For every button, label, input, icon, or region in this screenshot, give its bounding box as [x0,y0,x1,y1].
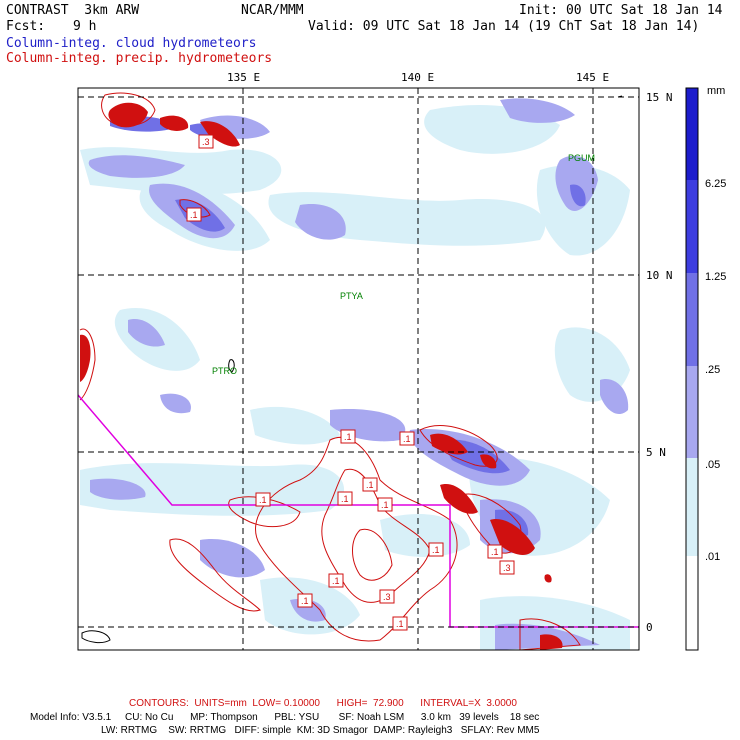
svg-text:.1: .1 [344,432,352,442]
model-info-line-1: Model Info: V3.5.1 CU: No Cu MP: Thompso… [30,712,540,723]
precip-field-title: Column-integ. precip. hydrometeors [6,51,273,66]
station-labels: PGUM PTYA PTRO [212,153,595,376]
svg-text:.1: .1 [301,596,309,606]
lat-label-5n: 5 N [646,446,666,459]
lon-label-135: 135 E [227,71,260,84]
svg-text:.1: .1 [403,434,411,444]
station-pgum: PGUM [568,153,595,163]
lon-label-145: 145 E [576,71,609,84]
longitude-labels: 135 E 140 E 145 E [227,71,609,84]
forecast-label: Fcst: [6,19,46,34]
latitude-labels: 15 N 10 N 5 N 0 [646,91,673,634]
svg-text:.1: .1 [366,480,374,490]
init-time: Init: 00 UTC Sat 18 Jan 14 [519,3,723,18]
graticule [78,88,639,650]
contour-label: .3 [379,589,395,604]
lat-label-0: 0 [646,621,653,634]
color-bar-unit: mm [707,85,725,97]
contour-label: .1 [340,429,356,444]
contour-info: CONTOURS: UNITS=mm LOW= 0.10000 HIGH= 72… [129,698,517,709]
station-ptya: PTYA [340,291,363,301]
contour-label: .1 [297,593,313,608]
svg-text:.1: .1 [190,210,198,220]
contour-label-boxes: .3 .1 .1 .1 .1 .1 .1 .1 .1 .3 .1 .3 .1 .… [186,134,515,631]
legend-level: 1.25 [705,271,726,283]
cloud-field-title: Column-integ. cloud hydrometeors [6,36,257,51]
svg-text:.3: .3 [503,563,511,573]
contour-label: .1 [399,431,415,446]
model-title: CONTRAST 3km ARW [6,3,140,18]
contour-label: .1 [428,542,444,557]
contour-label: .1 [337,491,353,506]
contour-label: .1 [362,477,378,492]
legend-level: .25 [705,364,720,376]
svg-text:.1: .1 [432,545,440,555]
map-panel: .3 .1 .1 .1 .1 .1 .1 .1 .1 .3 .1 .3 .1 .… [78,88,639,650]
svg-text:.1: .1 [491,547,499,557]
color-bar [685,87,699,651]
svg-text:.3: .3 [383,592,391,602]
lat-label-10n: 10 N [646,269,673,282]
contour-label: .1 [377,497,393,512]
contour-label: .1 [186,207,202,222]
contour-label: .1 [487,544,503,559]
forecast-hour: 9 h [73,19,97,34]
station-ptro: PTRO [212,366,237,376]
svg-text:.1: .1 [332,576,340,586]
map-frame [77,87,640,651]
valid-time: Valid: 09 UTC Sat 18 Jan 14 (19 ChT Sat … [308,19,700,34]
model-info-line-2: LW: RRTMG SW: RRTMG DIFF: simple KM: 3D … [101,725,540,736]
svg-text:.1: .1 [396,619,404,629]
contour-label: .1 [328,573,344,588]
precip-cores [80,102,563,650]
svg-text:.1: .1 [259,495,267,505]
contour-label: .3 [499,560,515,575]
lat-label-15n: 15 N [646,91,673,104]
contour-label: .1 [392,616,408,631]
svg-text:.3: .3 [202,137,210,147]
legend-level: .05 [705,459,720,471]
org-label: NCAR/MMM [241,3,304,18]
contour-label: .3 [198,134,214,149]
legend-level: .01 [705,551,720,563]
svg-text:.1: .1 [341,494,349,504]
svg-text:.1: .1 [381,500,389,510]
contour-label: .1 [255,492,271,507]
legend-level: 6.25 [705,178,726,190]
lon-label-140: 140 E [401,71,434,84]
color-bar-labels: mm 6.25 1.25 .25 .05 .01 [705,85,726,563]
